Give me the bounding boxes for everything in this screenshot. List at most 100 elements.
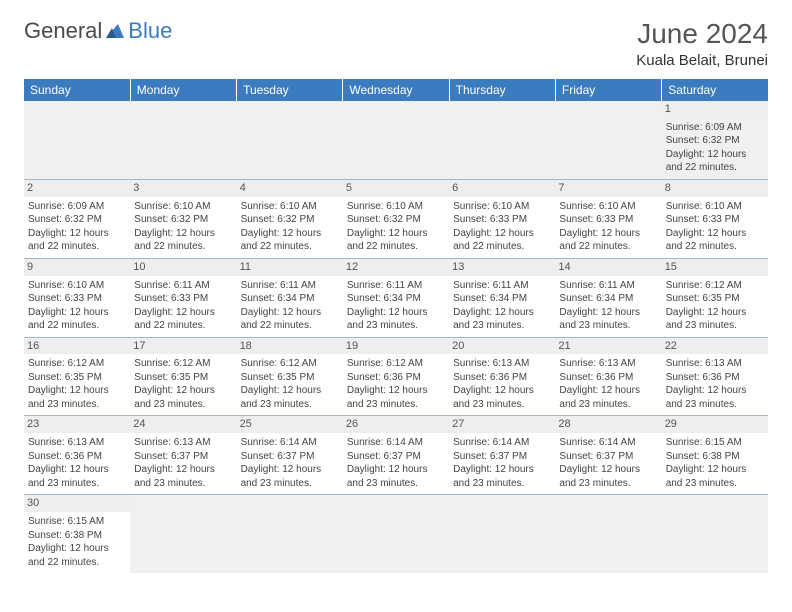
calendar-day-cell: 21Sunrise: 6:13 AMSunset: 6:36 PMDayligh… <box>555 337 661 416</box>
day-number: 28 <box>555 416 661 433</box>
calendar-day-cell: 29Sunrise: 6:15 AMSunset: 6:38 PMDayligh… <box>662 416 768 495</box>
day-details: Sunrise: 6:13 AMSunset: 6:36 PMDaylight:… <box>666 356 764 411</box>
day-details: Sunrise: 6:10 AMSunset: 6:33 PMDaylight:… <box>453 199 551 254</box>
weekday-header: Thursday <box>449 79 555 101</box>
day-details: Sunrise: 6:13 AMSunset: 6:36 PMDaylight:… <box>559 356 657 411</box>
day-details: Sunrise: 6:12 AMSunset: 6:35 PMDaylight:… <box>241 356 339 411</box>
day-number: 21 <box>555 338 661 355</box>
weekday-header: Monday <box>130 79 236 101</box>
calendar-day-cell: 8Sunrise: 6:10 AMSunset: 6:33 PMDaylight… <box>662 179 768 258</box>
calendar-body: 1Sunrise: 6:09 AMSunset: 6:32 PMDaylight… <box>24 101 768 573</box>
calendar-day-cell: 22Sunrise: 6:13 AMSunset: 6:36 PMDayligh… <box>662 337 768 416</box>
day-details: Sunrise: 6:10 AMSunset: 6:33 PMDaylight:… <box>559 199 657 254</box>
day-number: 6 <box>449 180 555 197</box>
day-number: 4 <box>237 180 343 197</box>
day-details: Sunrise: 6:15 AMSunset: 6:38 PMDaylight:… <box>666 435 764 490</box>
calendar-day-cell: 9 Sunrise: 6:10 AMSunset: 6:33 PMDaylight… <box>24 258 130 337</box>
weekday-header: Wednesday <box>343 79 449 101</box>
day-details: Sunrise: 6:14 AMSunset: 6:37 PMDaylight:… <box>559 435 657 490</box>
calendar-day-cell: 14 Sunrise: 6:11 AMSunset: 6:34 PMDayligh… <box>555 258 661 337</box>
calendar-day-cell <box>662 495 768 573</box>
day-number: 9 <box>24 259 130 276</box>
day-details: Sunrise: 6:11 AMSunset: 6:34 PMDaylight:… <box>347 278 445 333</box>
day-number: 14 <box>555 259 661 276</box>
day-details: Sunrise: 6:11 AMSunset: 6:34 PMDaylight:… <box>241 278 339 333</box>
calendar-week-row: 23Sunrise: 6:13 AMSunset: 6:36 PMDayligh… <box>24 416 768 495</box>
calendar-day-cell: 28 Sunrise: 6:14 AMSunset: 6:37 PMDayligh… <box>555 416 661 495</box>
calendar-day-cell: 20Sunrise: 6:13 AMSunset: 6:36 PMDayligh… <box>449 337 555 416</box>
day-number: 26 <box>343 416 449 433</box>
day-details: Sunrise: 6:10 AMSunset: 6:33 PMDaylight:… <box>666 199 764 254</box>
day-number: 19 <box>343 338 449 355</box>
calendar-day-cell: 19Sunrise: 6:12 AMSunset: 6:36 PMDayligh… <box>343 337 449 416</box>
day-number: 25 <box>237 416 343 433</box>
weekday-header: Tuesday <box>237 79 343 101</box>
calendar-day-cell: 5 Sunrise: 6:10 AMSunset: 6:32 PMDaylight… <box>343 179 449 258</box>
calendar-day-cell <box>130 495 236 573</box>
day-number: 5 <box>343 180 449 197</box>
calendar-week-row: 30 Sunrise: 6:15 AMSunset: 6:38 PMDayligh… <box>24 495 768 573</box>
calendar-day-cell: 2Sunrise: 6:09 AMSunset: 6:32 PMDaylight… <box>24 179 130 258</box>
logo: General Blue <box>24 18 172 44</box>
day-number: 12 <box>343 259 449 276</box>
day-details: Sunrise: 6:09 AMSunset: 6:32 PMDaylight:… <box>28 199 126 254</box>
calendar-day-cell: 12 Sunrise: 6:11 AMSunset: 6:34 PMDayligh… <box>343 258 449 337</box>
day-details: Sunrise: 6:09 AMSunset: 6:32 PMDaylight:… <box>666 120 764 175</box>
day-details: Sunrise: 6:12 AMSunset: 6:35 PMDaylight:… <box>134 356 232 411</box>
calendar-day-cell <box>237 495 343 573</box>
day-number: 15 <box>662 259 768 276</box>
calendar-week-row: 1Sunrise: 6:09 AMSunset: 6:32 PMDaylight… <box>24 101 768 179</box>
day-details: Sunrise: 6:12 AMSunset: 6:35 PMDaylight:… <box>666 278 764 333</box>
calendar-day-cell: 26 Sunrise: 6:14 AMSunset: 6:37 PMDayligh… <box>343 416 449 495</box>
day-details: Sunrise: 6:14 AMSunset: 6:37 PMDaylight:… <box>347 435 445 490</box>
calendar-day-cell: 27Sunrise: 6:14 AMSunset: 6:37 PMDayligh… <box>449 416 555 495</box>
calendar-day-cell <box>449 495 555 573</box>
calendar-day-cell: 23Sunrise: 6:13 AMSunset: 6:36 PMDayligh… <box>24 416 130 495</box>
calendar-day-cell: 6 Sunrise: 6:10 AMSunset: 6:33 PMDaylight… <box>449 179 555 258</box>
day-details: Sunrise: 6:13 AMSunset: 6:36 PMDaylight:… <box>453 356 551 411</box>
day-number: 13 <box>449 259 555 276</box>
calendar-day-cell: 15 Sunrise: 6:12 AMSunset: 6:35 PMDayligh… <box>662 258 768 337</box>
calendar-day-cell: 4 Sunrise: 6:10 AMSunset: 6:32 PMDaylight… <box>237 179 343 258</box>
day-number: 17 <box>130 338 236 355</box>
day-number: 7 <box>555 180 661 197</box>
weekday-header: Friday <box>555 79 661 101</box>
calendar-day-cell <box>343 495 449 573</box>
day-details: Sunrise: 6:15 AMSunset: 6:38 PMDaylight:… <box>28 514 126 569</box>
logo-text-blue: Blue <box>128 18 172 44</box>
calendar-day-cell: 16Sunrise: 6:12 AMSunset: 6:35 PMDayligh… <box>24 337 130 416</box>
day-number: 30 <box>24 495 130 512</box>
day-details: Sunrise: 6:14 AMSunset: 6:37 PMDaylight:… <box>453 435 551 490</box>
calendar-day-cell <box>555 495 661 573</box>
calendar-day-cell <box>449 101 555 179</box>
calendar-day-cell: 17Sunrise: 6:12 AMSunset: 6:35 PMDayligh… <box>130 337 236 416</box>
day-details: Sunrise: 6:13 AMSunset: 6:37 PMDaylight:… <box>134 435 232 490</box>
calendar-day-cell <box>24 101 130 179</box>
calendar-day-cell <box>555 101 661 179</box>
day-number: 20 <box>449 338 555 355</box>
calendar-day-cell: 24Sunrise: 6:13 AMSunset: 6:37 PMDayligh… <box>130 416 236 495</box>
title-month: June 2024 <box>636 18 768 50</box>
calendar-day-cell: 7 Sunrise: 6:10 AMSunset: 6:33 PMDaylight… <box>555 179 661 258</box>
title-location: Kuala Belait, Brunei <box>636 52 768 69</box>
day-details: Sunrise: 6:11 AMSunset: 6:34 PMDaylight:… <box>559 278 657 333</box>
logo-text-general: General <box>24 18 102 44</box>
calendar-day-cell <box>237 101 343 179</box>
day-details: Sunrise: 6:10 AMSunset: 6:32 PMDaylight:… <box>347 199 445 254</box>
day-details: Sunrise: 6:10 AMSunset: 6:33 PMDaylight:… <box>28 278 126 333</box>
calendar-day-cell <box>343 101 449 179</box>
title-block: June 2024 Kuala Belait, Brunei <box>636 18 768 69</box>
calendar-day-cell: 1Sunrise: 6:09 AMSunset: 6:32 PMDaylight… <box>662 101 768 179</box>
calendar-week-row: 9 Sunrise: 6:10 AMSunset: 6:33 PMDaylight… <box>24 258 768 337</box>
calendar-day-cell: 30 Sunrise: 6:15 AMSunset: 6:38 PMDayligh… <box>24 495 130 573</box>
day-details: Sunrise: 6:10 AMSunset: 6:32 PMDaylight:… <box>134 199 232 254</box>
calendar-table: SundayMondayTuesdayWednesdayThursdayFrid… <box>24 79 768 573</box>
day-number: 3 <box>130 180 236 197</box>
calendar-day-cell: 25Sunrise: 6:14 AMSunset: 6:37 PMDayligh… <box>237 416 343 495</box>
day-number: 16 <box>24 338 130 355</box>
day-details: Sunrise: 6:13 AMSunset: 6:36 PMDaylight:… <box>28 435 126 490</box>
calendar-day-cell <box>130 101 236 179</box>
day-number: 11 <box>237 259 343 276</box>
calendar-week-row: 16Sunrise: 6:12 AMSunset: 6:35 PMDayligh… <box>24 337 768 416</box>
day-details: Sunrise: 6:10 AMSunset: 6:32 PMDaylight:… <box>241 199 339 254</box>
